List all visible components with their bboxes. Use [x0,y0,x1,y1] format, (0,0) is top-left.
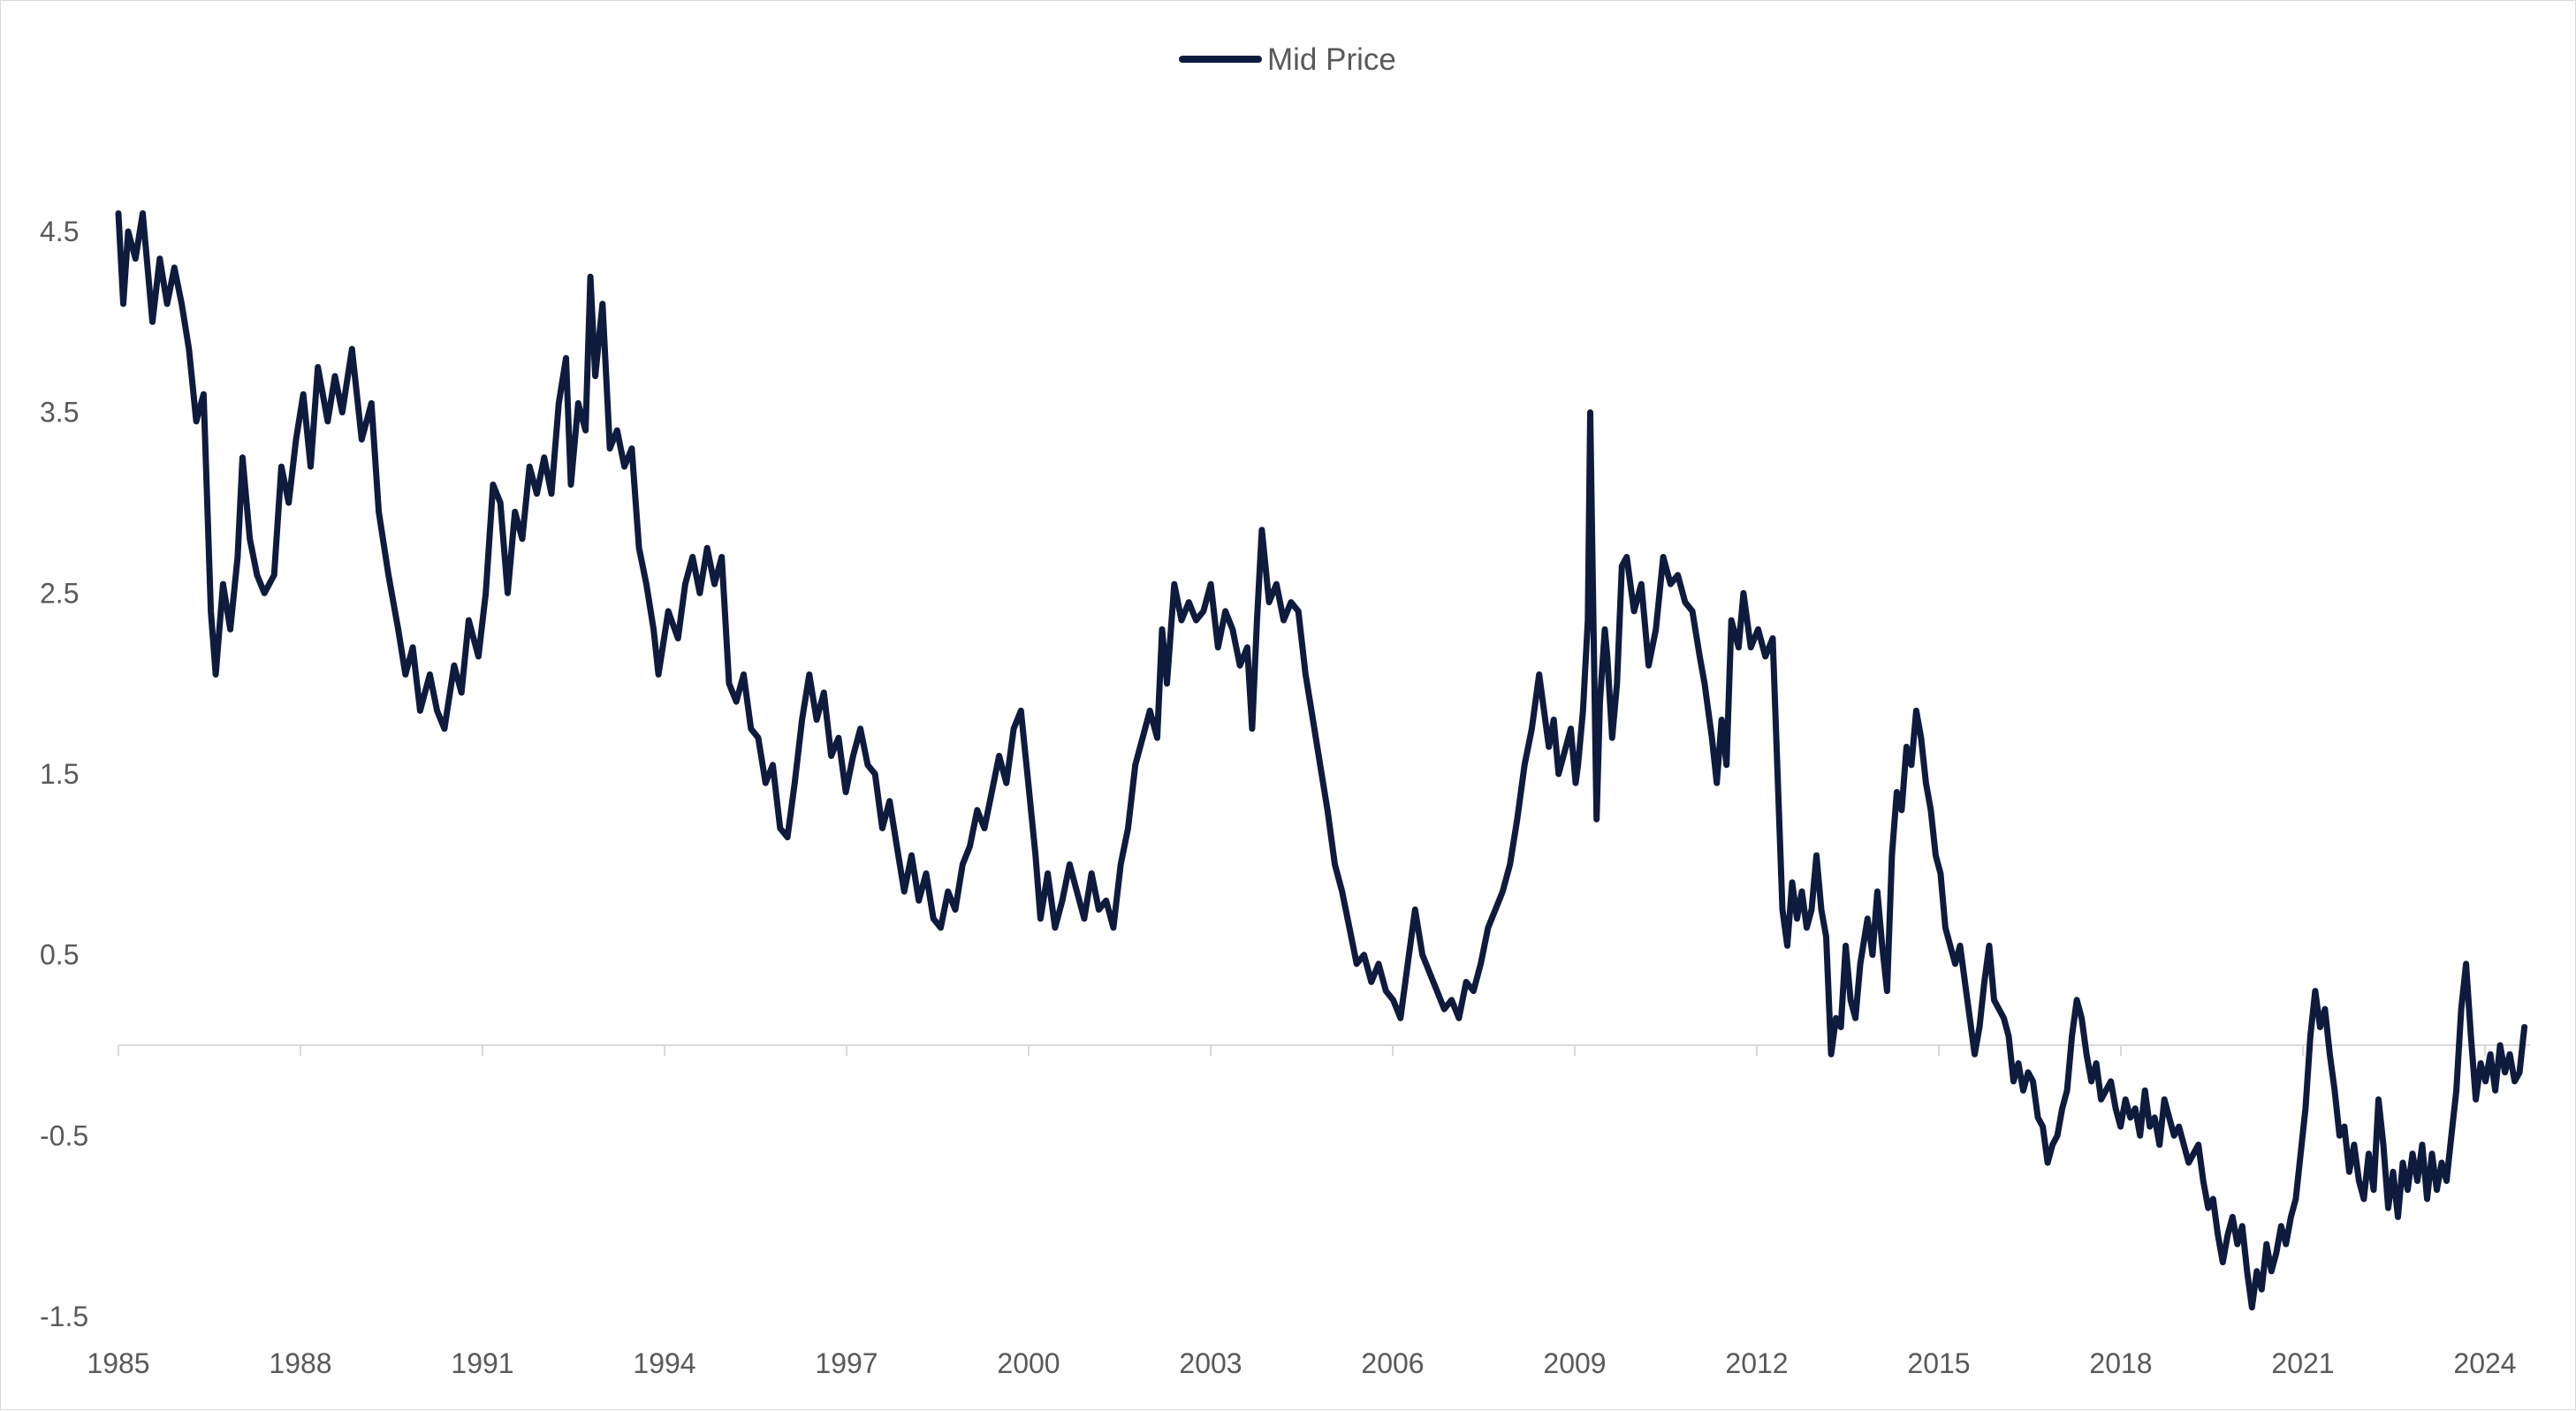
x-tick-label: 2021 [2271,1347,2334,1379]
x-tick-label: 1997 [815,1347,878,1379]
x-tick-label: 2003 [1179,1347,1242,1379]
x-tick-label: 2018 [2089,1347,2152,1379]
x-tick-label: 2000 [997,1347,1060,1379]
x-axis-labels: 1985 1988 1991 1994 1997 2000 2003 2006 2009 2012… [87,1347,2516,1379]
y-tick-label: 0.5 [40,939,79,971]
x-tick-label: 2009 [1543,1347,1606,1379]
y-tick-label: 2.5 [40,577,79,609]
y-axis-labels: 4.5 3.5 2.5 1.5 0.5 -0.5 -1.5 [40,216,88,1332]
x-tick-label: 2012 [1725,1347,1788,1379]
x-tick-label: 2006 [1361,1347,1424,1379]
x-tick-label: 1988 [269,1347,331,1379]
x-tick-label: 2024 [2453,1347,2516,1379]
x-axis-ticks [118,1045,2486,1056]
y-tick-label: -0.5 [40,1119,88,1151]
x-tick-label: 1991 [451,1347,513,1379]
legend-label-mid-price: Mid Price [1267,42,1396,77]
series-line-mid-price [115,210,2528,1311]
y-tick-label: 4.5 [40,216,79,247]
y-tick-label: 3.5 [40,397,79,429]
legend: Mid Price [1179,42,1396,77]
x-tick-label: 2015 [1907,1347,1970,1379]
y-tick-label: -1.5 [40,1301,88,1332]
x-tick-label: 1994 [633,1347,695,1379]
x-tick-label: 1985 [87,1347,149,1379]
y-tick-label: 1.5 [40,758,79,790]
